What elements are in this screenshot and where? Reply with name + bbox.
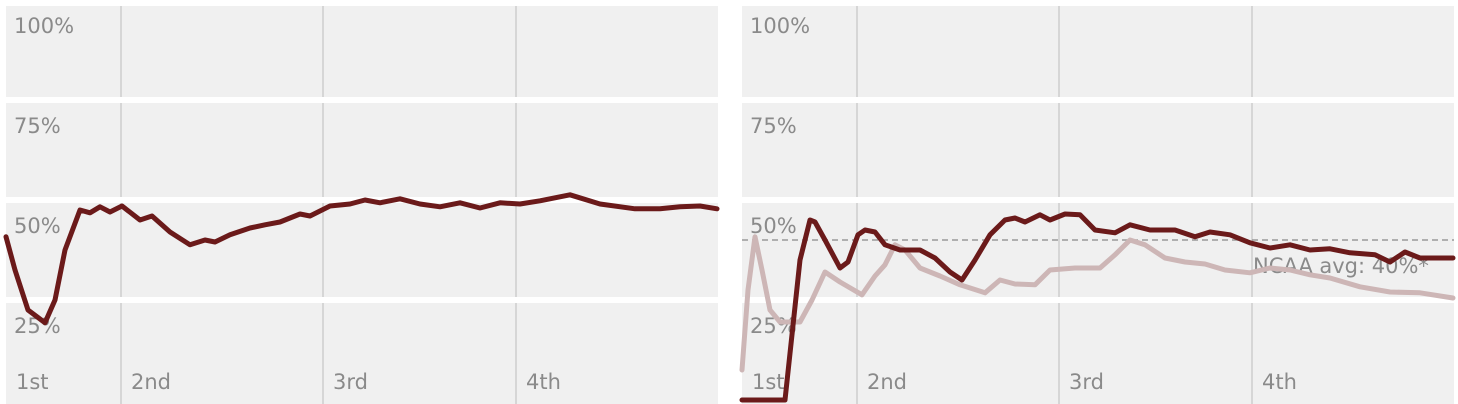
- x-tick-label: 3rd: [1069, 370, 1104, 394]
- y-tick-label: 50%: [750, 214, 797, 238]
- y-tick-label: 100%: [750, 14, 810, 38]
- x-tick-label: 4th: [1262, 370, 1297, 394]
- data-line: [3, 192, 720, 326]
- x-tick-label: 1st: [16, 370, 49, 394]
- x-tick-label: 2nd: [131, 370, 171, 394]
- data-line: [739, 211, 1456, 403]
- x-tick-label: 2nd: [867, 370, 907, 394]
- plot-background: [742, 6, 1454, 404]
- y-tick-label: 75%: [750, 114, 797, 138]
- reference-label: NCAA avg: 40%*: [1253, 254, 1429, 278]
- x-tick-label: 3rd: [333, 370, 368, 394]
- y-tick-label: 50%: [14, 214, 61, 238]
- data-line: [739, 234, 1456, 373]
- x-tick-label: 1st: [752, 370, 785, 394]
- x-tick-label: 4th: [526, 370, 561, 394]
- y-tick-label: 75%: [14, 114, 61, 138]
- y-tick-label: 25%: [750, 314, 797, 338]
- y-tick-label: 100%: [14, 14, 74, 38]
